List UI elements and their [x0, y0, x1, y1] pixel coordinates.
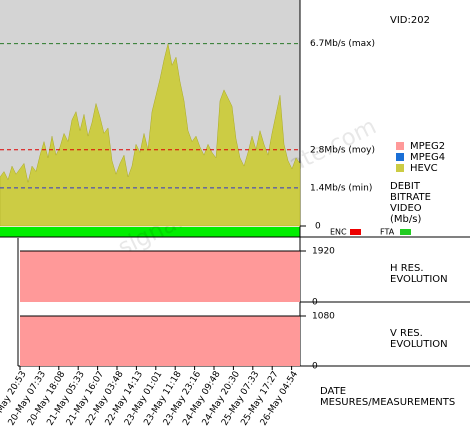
y-tick-label: 1080	[312, 312, 335, 322]
x-axis-label: MESURES/MEASUREMENTS	[320, 397, 455, 408]
legend-swatch	[396, 164, 404, 172]
panel-label: EVOLUTION	[390, 339, 448, 350]
y-tick-label: 1920	[312, 247, 335, 257]
panel-label: EVOLUTION	[390, 274, 448, 285]
x-axis-label: DATE	[320, 386, 346, 397]
y-tick-label: 0	[312, 298, 318, 308]
legend-swatch	[396, 153, 404, 161]
status-swatch	[400, 229, 411, 235]
panel-label: V RES.	[390, 328, 423, 339]
status-strip	[0, 227, 300, 237]
y-tick-label: 0	[315, 222, 321, 232]
legend-swatch	[396, 142, 404, 150]
panel-label: H RES.	[390, 263, 424, 274]
bar	[20, 316, 300, 366]
status-label: ENC	[330, 228, 347, 237]
ref-label: 6.7Mb/s (max)	[310, 39, 375, 49]
legend-label: MPEG2	[410, 141, 445, 152]
status-swatch	[350, 229, 361, 235]
y-axis-label: BITRATE	[390, 192, 431, 203]
legend-label: HEVC	[410, 163, 438, 174]
video-id: VID:202	[390, 15, 430, 26]
ref-label: 2.8Mb/s (moy)	[310, 145, 375, 155]
bar	[20, 251, 300, 302]
y-axis-label: VIDEO	[390, 203, 422, 214]
y-tick-label: 0	[312, 362, 318, 372]
legend-label: MPEG4	[410, 152, 445, 163]
y-axis-label: (Mb/s)	[390, 214, 421, 225]
status-label: FTA	[380, 228, 395, 237]
y-axis-label: DEBIT	[390, 181, 421, 192]
ref-label: 1.4Mb/s (min)	[310, 183, 372, 193]
